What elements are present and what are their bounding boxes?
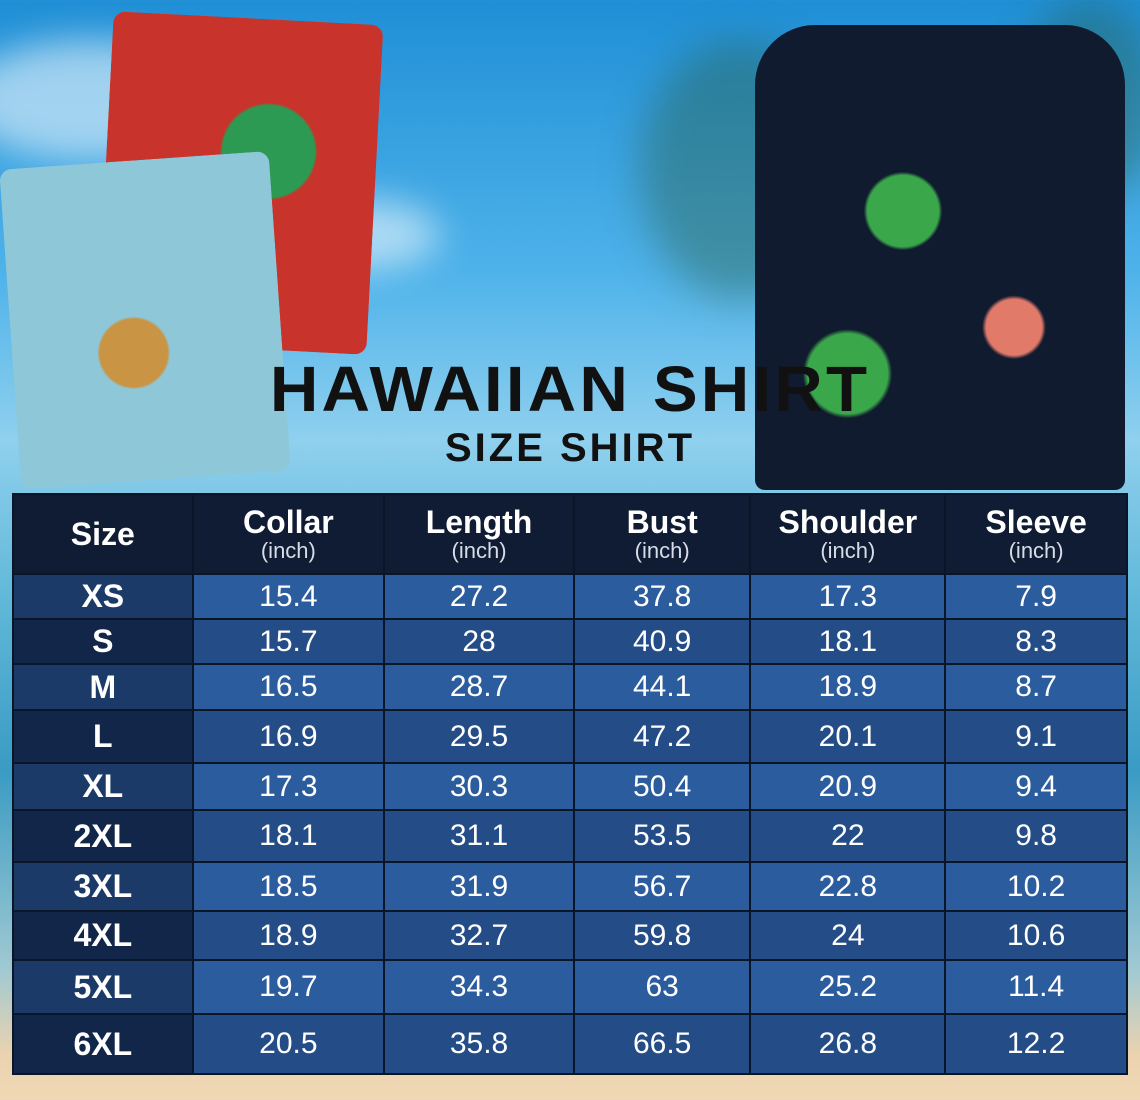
value-cell: 29.5 [383, 709, 575, 764]
value-cell: 12.2 [944, 1013, 1128, 1075]
value-cell: 66.5 [572, 1013, 752, 1075]
size-cell: L [12, 709, 194, 764]
value-cell: 53.5 [572, 809, 752, 863]
value-cell: 25.2 [749, 959, 947, 1015]
size-cell: 2XL [12, 809, 194, 863]
table-row: 2XL 18.1 31.1 53.5 22 9.8 [12, 809, 1128, 863]
value-cell: 27.2 [383, 573, 575, 620]
table-row: XS 15.4 27.2 37.8 17.3 7.9 [12, 573, 1128, 620]
table-row: 5XL 19.7 34.3 63 25.2 11.4 [12, 959, 1128, 1015]
header-unit: (inch) [820, 538, 876, 563]
value-cell: 18.1 [749, 618, 947, 665]
value-cell: 20.5 [191, 1013, 386, 1075]
value-cell: 24 [749, 910, 947, 961]
value-cell: 22 [749, 809, 947, 863]
table-row: 3XL 18.5 31.9 56.7 22.8 10.2 [12, 861, 1128, 912]
flamingo-shirt-model-image [755, 25, 1125, 490]
value-cell: 37.8 [572, 573, 752, 620]
header-label: Collar [243, 504, 334, 540]
value-cell: 35.8 [383, 1013, 575, 1075]
value-cell: 7.9 [944, 573, 1128, 620]
value-cell: 17.3 [749, 573, 947, 620]
value-cell: 18.9 [749, 663, 947, 711]
column-header: Collar (inch) [191, 493, 386, 575]
value-cell: 47.2 [572, 709, 752, 764]
value-cell: 18.5 [191, 861, 386, 912]
page-title: HAWAIIAN SHIRT [269, 353, 871, 425]
value-cell: 15.4 [191, 573, 386, 620]
value-cell: 31.1 [383, 809, 575, 863]
table-row: 4XL 18.9 32.7 59.8 24 10.6 [12, 910, 1128, 961]
header-unit: (inch) [260, 538, 316, 563]
value-cell: 16.9 [191, 709, 386, 764]
size-cell: 3XL [12, 861, 194, 912]
value-cell: 32.7 [383, 910, 575, 961]
header-label: Length [425, 504, 533, 540]
value-cell: 30.3 [383, 762, 575, 811]
size-chart-table: Size Collar (inch) Length (inch) Bust (inch) Sh… [12, 493, 1128, 1075]
value-cell: 22.8 [749, 861, 947, 912]
value-cell: 34.3 [383, 959, 575, 1015]
header-label: Shoulder [778, 504, 918, 540]
value-cell: 8.3 [944, 618, 1128, 665]
value-cell: 40.9 [572, 618, 752, 665]
header-unit: (inch) [451, 538, 507, 563]
value-cell: 31.9 [383, 861, 575, 912]
header-unit: (inch) [1008, 538, 1064, 563]
value-cell: 63 [572, 959, 752, 1015]
value-cell: 50.4 [572, 762, 752, 811]
column-header: Size [12, 493, 194, 575]
size-cell: 5XL [12, 959, 194, 1015]
size-cell: XL [12, 762, 194, 811]
value-cell: 18.9 [191, 910, 386, 961]
table-row: M 16.5 28.7 44.1 18.9 8.7 [12, 663, 1128, 711]
value-cell: 44.1 [572, 663, 752, 711]
size-cell: S [12, 618, 194, 665]
value-cell: 10.2 [944, 861, 1128, 912]
value-cell: 17.3 [191, 762, 386, 811]
value-cell: 19.7 [191, 959, 386, 1015]
value-cell: 26.8 [749, 1013, 947, 1075]
size-cell: M [12, 663, 194, 711]
header-unit: (inch) [634, 538, 690, 563]
header-label: Bust [626, 504, 698, 540]
value-cell: 20.1 [749, 709, 947, 764]
value-cell: 28.7 [383, 663, 575, 711]
column-header: Sleeve (inch) [944, 493, 1128, 575]
value-cell: 16.5 [191, 663, 386, 711]
value-cell: 28 [383, 618, 575, 665]
value-cell: 59.8 [572, 910, 752, 961]
size-cell: XS [12, 573, 194, 620]
value-cell: 9.1 [944, 709, 1128, 764]
size-cell: 4XL [12, 910, 194, 961]
value-cell: 10.6 [944, 910, 1128, 961]
column-header: Length (inch) [383, 493, 575, 575]
table-row: S 15.7 28 40.9 18.1 8.3 [12, 618, 1128, 665]
header-label: Sleeve [985, 504, 1087, 540]
value-cell: 18.1 [191, 809, 386, 863]
table-row: L 16.9 29.5 47.2 20.1 9.1 [12, 709, 1128, 764]
value-cell: 9.8 [944, 809, 1128, 863]
header-row: Size Collar (inch) Length (inch) Bust (inch) Sh… [12, 493, 1128, 575]
value-cell: 56.7 [572, 861, 752, 912]
size-cell: 6XL [12, 1013, 194, 1075]
value-cell: 20.9 [749, 762, 947, 811]
table-row: XL 17.3 30.3 50.4 20.9 9.4 [12, 762, 1128, 811]
value-cell: 8.7 [944, 663, 1128, 711]
column-header: Bust (inch) [572, 493, 752, 575]
header-label: Size [70, 516, 135, 552]
page-subtitle: SIZE SHIRT [444, 426, 696, 470]
value-cell: 9.4 [944, 762, 1128, 811]
value-cell: 15.7 [191, 618, 386, 665]
column-header: Shoulder (inch) [749, 493, 947, 575]
value-cell: 11.4 [944, 959, 1128, 1015]
table-row: 6XL 20.5 35.8 66.5 26.8 12.2 [12, 1013, 1128, 1075]
